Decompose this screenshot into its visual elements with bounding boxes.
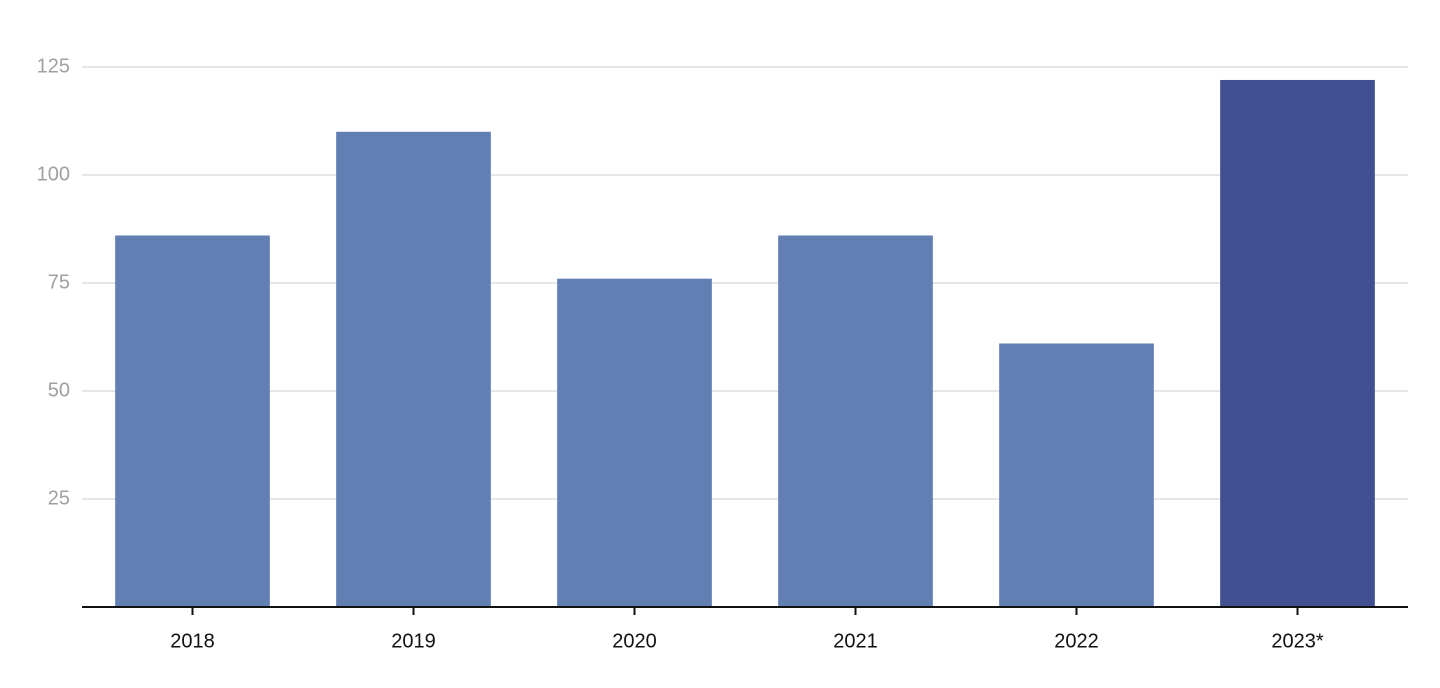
y-tick-label: 75 — [48, 271, 70, 293]
bar — [999, 343, 1154, 607]
bar — [1220, 79, 1375, 607]
x-tick-label: 2022 — [1054, 630, 1099, 652]
x-tick-label: 2019 — [391, 630, 436, 652]
bar — [778, 235, 933, 608]
x-tick-label: 2018 — [170, 630, 215, 652]
y-tick-label: 25 — [48, 487, 70, 509]
x-tick-label: 2023* — [1271, 630, 1323, 652]
y-tick-label: 125 — [37, 55, 70, 77]
y-tick-label: 50 — [48, 379, 70, 401]
x-tick-label: 2020 — [612, 630, 657, 652]
x-tick-label: 2021 — [833, 630, 878, 652]
y-tick-label: 100 — [37, 163, 70, 185]
bar — [557, 278, 712, 607]
bar — [336, 131, 491, 608]
bar — [115, 235, 270, 608]
